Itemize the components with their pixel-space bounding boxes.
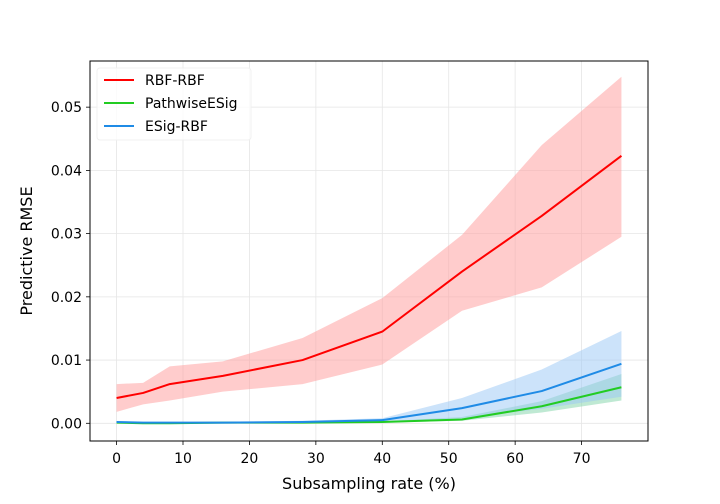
plot-frame [89,60,649,442]
series-line-0 [116,155,623,399]
x-tick-label: 70 [573,451,591,467]
x-axis-label: Subsampling rate (%) [282,474,456,493]
x-tick-label: 50 [440,451,458,467]
legend: RBF-RBF PathwiseESig ESig-RBF [96,67,252,141]
band-0 [116,76,622,412]
y-axis-label: Predictive RMSE [17,186,36,315]
series-line-2 [116,362,622,424]
legend-label-2: ESig-RBF [145,119,208,135]
y-tick-label: 0.01 [51,353,82,369]
x-tick-label: 20 [241,451,259,467]
y-tick-label: 0.05 [51,100,82,116]
x-tick-label: 30 [307,451,325,467]
y-tick-label: 0.00 [51,416,82,432]
x-axis-ticks: 0 10 20 30 40 50 60 70 [112,441,590,467]
y-tick-label: 0.02 [51,290,82,306]
legend-box [96,67,252,141]
x-tick-label: 40 [373,451,391,467]
x-tick-label: 60 [506,451,524,467]
x-tick-label: 10 [174,451,192,467]
y-tick-label: 0.04 [51,163,82,179]
y-axis-ticks: 0.00 0.01 0.02 0.03 0.04 0.05 [51,100,90,432]
legend-label-0: RBF-RBF [145,73,205,89]
series-lines [116,155,623,425]
y-tick-label: 0.03 [51,227,82,243]
x-tick-label: 0 [112,451,121,467]
legend-label-1: PathwiseESig [145,96,238,112]
